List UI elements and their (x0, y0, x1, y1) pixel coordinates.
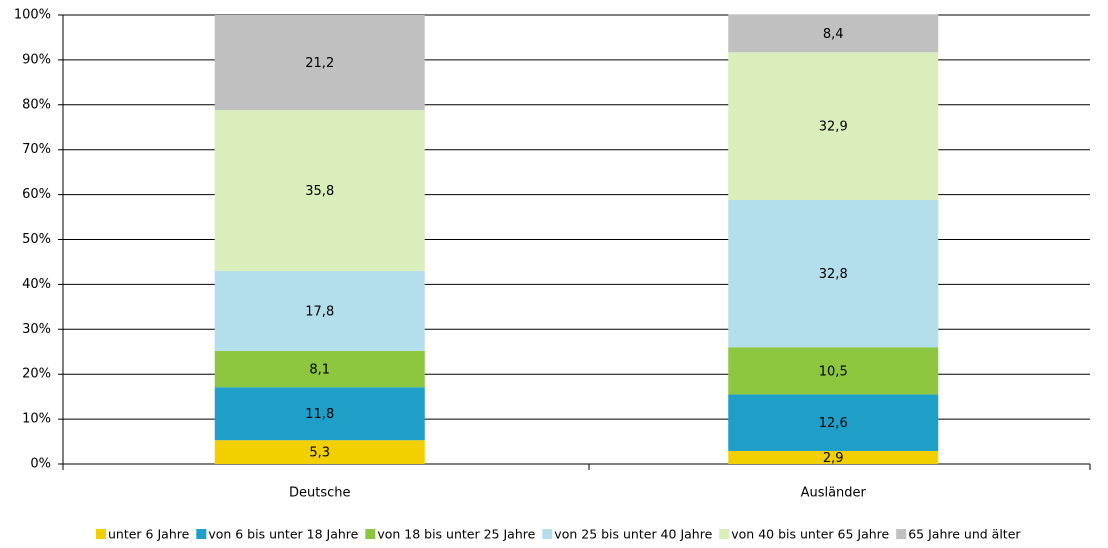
y-tick-label: 90% (22, 52, 51, 67)
y-tick-label: 40% (22, 277, 51, 292)
y-tick-label: 30% (22, 322, 51, 337)
data-label: 2,9 (823, 451, 844, 466)
y-tick-label: 10% (22, 412, 51, 427)
data-label: 8,1 (309, 363, 330, 378)
legend-label: von 25 bis unter 40 Jahre (554, 527, 712, 542)
legend-swatch (719, 529, 730, 539)
legend-label: unter 6 Jahre (108, 527, 190, 542)
legend-label: von 18 bis unter 25 Jahre (377, 527, 535, 542)
y-tick-label: 70% (22, 142, 51, 157)
y-tick-label: 100% (14, 8, 51, 23)
legend-swatch (896, 529, 907, 539)
legend-swatch (96, 529, 106, 539)
y-tick-label: 50% (22, 232, 51, 247)
bar-segment (728, 450, 939, 464)
data-label: 8,4 (823, 27, 844, 42)
legend-swatch (542, 529, 553, 539)
bar-segment (728, 199, 939, 348)
data-label: 32,9 (819, 120, 848, 135)
bar-segment (728, 394, 939, 451)
data-label: 32,8 (819, 267, 848, 282)
legend-label: 65 Jahre und älter (908, 527, 1021, 542)
bar-segment (728, 14, 939, 53)
data-label: 35,8 (305, 184, 334, 199)
data-label: 11,8 (305, 407, 334, 422)
x-tick-label: Ausländer (801, 486, 867, 501)
legend-label: von 40 bis unter 65 Jahre (731, 527, 889, 542)
legend-swatch (196, 529, 207, 539)
legend-swatch (365, 529, 376, 539)
data-label: 17,8 (305, 304, 334, 319)
y-tick-label: 20% (22, 367, 51, 382)
bar-segment (728, 347, 939, 395)
legend-label: von 6 bis unter 18 Jahre (208, 527, 358, 542)
bar-segment (214, 270, 425, 351)
data-label: 12,6 (819, 416, 848, 431)
bar-segment (214, 350, 425, 388)
bar-segment (214, 440, 425, 464)
bar-segment (728, 52, 939, 200)
x-tick-label: Deutsche (289, 486, 351, 501)
data-label: 10,5 (819, 364, 848, 379)
y-tick-label: 60% (22, 187, 51, 202)
y-tick-label: 80% (22, 97, 51, 112)
bar-segment (214, 15, 425, 111)
data-label: 5,3 (309, 446, 330, 461)
data-label: 21,2 (305, 56, 334, 71)
y-tick-label: 0% (30, 457, 51, 472)
bar-segment (214, 110, 425, 271)
bar-segment (214, 387, 425, 441)
